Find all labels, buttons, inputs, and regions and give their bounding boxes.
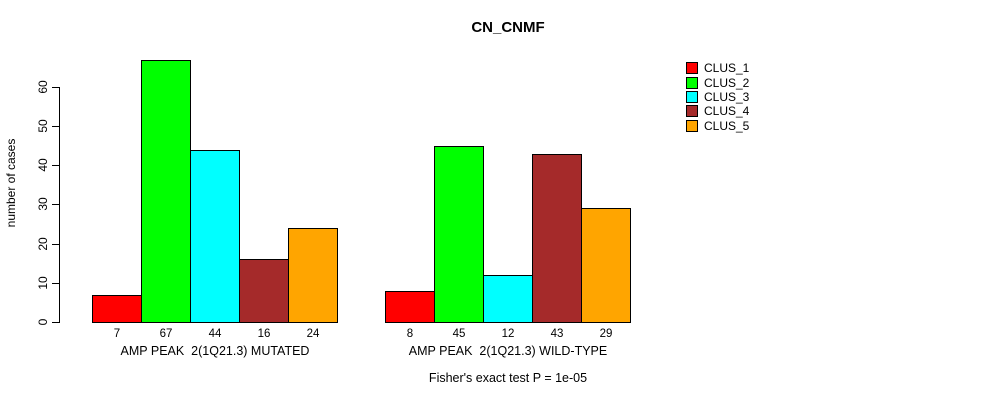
bar-value-label: 67: [159, 328, 173, 340]
bar-value-label: 24: [306, 328, 320, 340]
footnote-fisher-test: Fisher's exact test P = 1e-05: [428, 371, 588, 385]
y-tick-label: 40: [36, 158, 50, 172]
y-tick-mark: [52, 165, 59, 166]
bar-value-label: 45: [452, 328, 466, 340]
y-axis-line: [59, 87, 60, 323]
legend-item-clus_4: CLUS_4: [686, 104, 749, 118]
bar-clus_2: [141, 60, 191, 323]
y-tick-mark: [52, 322, 59, 323]
chart-title: CN_CNMF: [471, 19, 545, 36]
bar-clus_5: [288, 228, 338, 323]
y-tick-mark: [52, 244, 59, 245]
y-tick-label: 20: [36, 237, 50, 251]
bar-clus_1: [92, 295, 142, 323]
bar-value-label: 8: [406, 328, 414, 340]
bar-clus_3: [190, 150, 240, 323]
y-tick-label: 50: [36, 119, 50, 133]
legend-swatch: [686, 90, 698, 103]
y-tick-mark: [52, 87, 59, 88]
legend-label: CLUS_2: [704, 75, 750, 90]
bar-clus_4: [532, 154, 582, 323]
legend-label: CLUS_1: [704, 61, 750, 76]
legend-swatch: [686, 76, 698, 89]
legend-label: CLUS_5: [704, 118, 750, 133]
bar-clus_1: [385, 291, 435, 323]
y-tick-label: 0: [36, 318, 50, 326]
legend-swatch: [686, 105, 698, 118]
y-tick-mark: [52, 283, 59, 284]
legend-item-clus_3: CLUS_3: [686, 90, 749, 104]
y-tick-mark: [52, 126, 59, 127]
legend-swatch: [686, 62, 698, 75]
legend-swatch: [686, 119, 698, 132]
y-tick-label: 30: [36, 197, 50, 211]
bar-value-label: 7: [113, 328, 121, 340]
bar-clus_5: [581, 208, 631, 323]
bar-clus_4: [239, 259, 289, 323]
y-tick-mark: [52, 204, 59, 205]
bar-value-label: 29: [599, 328, 613, 340]
group-label: AMP PEAK 2(1Q21.3) WILD-TYPE: [408, 344, 608, 358]
y-tick-label: 10: [36, 276, 50, 290]
bar-value-label: 43: [550, 328, 564, 340]
y-tick-label: 60: [36, 80, 50, 94]
y-axis-label: number of cases: [4, 138, 18, 228]
legend-item-clus_2: CLUS_2: [686, 75, 750, 90]
bar-clus_2: [434, 146, 484, 323]
bar-value-label: 12: [501, 328, 515, 340]
group-label: AMP PEAK 2(1Q21.3) MUTATED: [120, 344, 310, 358]
bar-value-label: 16: [257, 328, 271, 340]
legend: CLUS_1 CLUS_2 CLUS_3 CLUS_4 CLUS_5: [686, 61, 749, 133]
bar-clus_3: [483, 275, 533, 323]
legend-label: CLUS_3: [704, 89, 750, 104]
legend-item-clus_1: CLUS_1: [686, 61, 749, 75]
legend-label: CLUS_4: [704, 104, 750, 119]
bar-value-label: 44: [208, 328, 222, 340]
legend-item-clus_5: CLUS_5: [686, 119, 749, 133]
